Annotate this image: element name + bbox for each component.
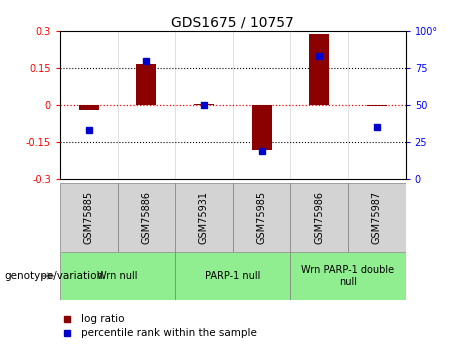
Text: genotype/variation: genotype/variation [5, 271, 104, 281]
Bar [136, 65, 156, 105]
Bar [252, 105, 272, 150]
Bar [348, 183, 406, 252]
Text: GSM75886: GSM75886 [142, 191, 151, 244]
Bar [367, 105, 387, 107]
Bar [175, 183, 233, 252]
Bar [60, 252, 175, 300]
Text: log ratio: log ratio [81, 314, 124, 324]
Title: GDS1675 / 10757: GDS1675 / 10757 [171, 16, 294, 30]
Bar [233, 183, 290, 252]
Text: percentile rank within the sample: percentile rank within the sample [81, 328, 257, 338]
Text: GSM75985: GSM75985 [257, 191, 266, 244]
Bar [194, 104, 214, 105]
Text: Wrn null: Wrn null [97, 271, 138, 281]
Bar [290, 183, 348, 252]
Text: Wrn PARP-1 double
null: Wrn PARP-1 double null [301, 265, 395, 287]
Bar [175, 252, 290, 300]
Text: GSM75987: GSM75987 [372, 191, 382, 244]
Text: GSM75931: GSM75931 [199, 191, 209, 244]
Bar [79, 105, 99, 110]
Text: GSM75885: GSM75885 [84, 191, 94, 244]
Text: PARP-1 null: PARP-1 null [205, 271, 260, 281]
Text: GSM75986: GSM75986 [314, 191, 324, 244]
Bar [60, 183, 118, 252]
Bar [309, 33, 329, 105]
Bar [290, 252, 406, 300]
Bar [118, 183, 175, 252]
